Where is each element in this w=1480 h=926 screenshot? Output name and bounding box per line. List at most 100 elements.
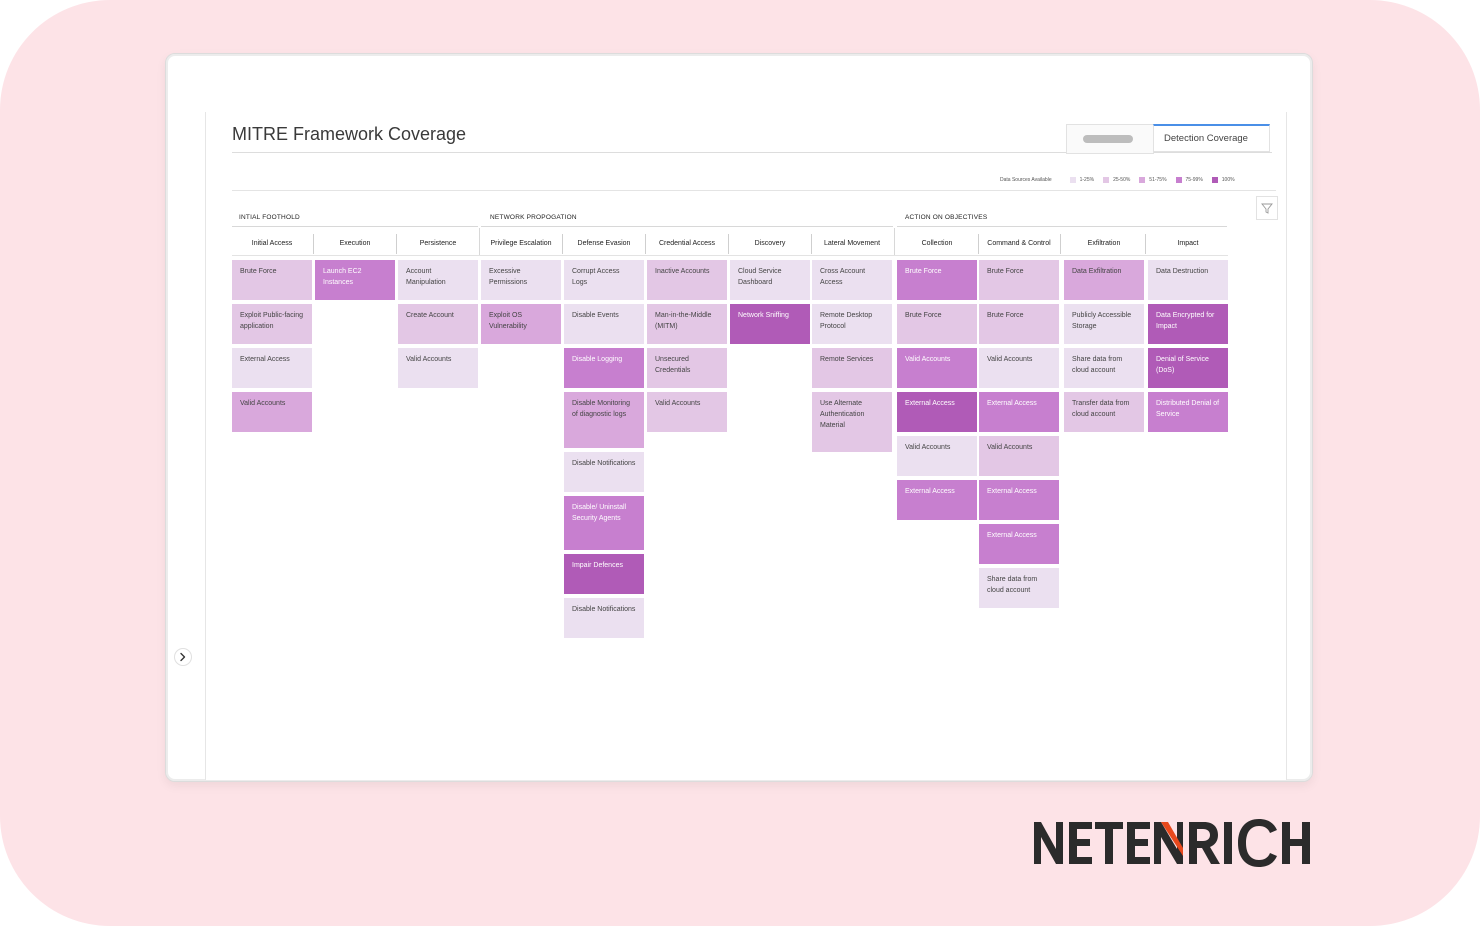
technique-cell[interactable]: Brute Force xyxy=(897,304,977,344)
column-divider xyxy=(1145,234,1146,254)
legend-swatch xyxy=(1211,177,1218,183)
column-header-rule xyxy=(232,255,1228,256)
technique-cell[interactable]: Valid Accounts xyxy=(647,392,727,432)
tab-redacted[interactable] xyxy=(1066,124,1154,154)
technique-cell[interactable]: Brute Force xyxy=(979,260,1059,300)
technique-cell[interactable]: Share data from cloud account xyxy=(1064,348,1144,388)
legend-item: 75-99% xyxy=(1175,177,1203,183)
column-divider xyxy=(1060,234,1061,254)
technique-cell[interactable]: Man-in-the-Middle (MITM) xyxy=(647,304,727,344)
legend-item: 51-75% xyxy=(1139,177,1167,183)
technique-cell[interactable]: Data Exfiltration xyxy=(1064,260,1144,300)
technique-cell[interactable]: Disable Notifications xyxy=(564,598,644,638)
technique-cell[interactable]: Excessive Permissions xyxy=(481,260,561,300)
group-rule xyxy=(481,226,893,227)
legend-item: 100% xyxy=(1211,177,1235,183)
technique-cell[interactable]: Use Alternate Authentication Material xyxy=(812,392,892,452)
group-divider xyxy=(479,228,480,256)
netenrich-logo xyxy=(1032,818,1312,873)
group-divider xyxy=(894,228,895,256)
technique-cell[interactable]: Disable Notifications xyxy=(564,452,644,492)
logo-wordmark xyxy=(1034,819,1310,867)
legend-label: 75-99% xyxy=(1185,177,1203,183)
group-label-network-propagation: NETWORK PROPOGATION xyxy=(490,214,577,221)
technique-cell[interactable]: Transfer data from cloud account xyxy=(1064,392,1144,432)
technique-cell[interactable]: Corrupt Access Logs xyxy=(564,260,644,300)
column-divider xyxy=(645,234,646,254)
technique-cell[interactable]: Data Destruction xyxy=(1148,260,1228,300)
dashboard-panel xyxy=(205,112,1287,780)
technique-cell[interactable]: Disable Logging xyxy=(564,348,644,388)
technique-cell[interactable]: Impair Defences xyxy=(564,554,644,594)
column-divider xyxy=(313,234,314,254)
technique-cell[interactable]: Brute Force xyxy=(232,260,312,300)
column-header: Initial Access xyxy=(251,240,293,247)
technique-cell[interactable]: Launch EC2 Instances xyxy=(315,260,395,300)
header-divider xyxy=(232,190,1276,191)
column-header: Defense Evasion xyxy=(577,240,631,247)
technique-cell[interactable]: Exploit OS Vulnerability xyxy=(481,304,561,344)
technique-cell[interactable]: External Access xyxy=(897,480,977,520)
technique-cell[interactable]: Share data from cloud account xyxy=(979,568,1059,608)
column-divider xyxy=(811,234,812,254)
legend-item: 1-25% xyxy=(1069,177,1095,183)
technique-cell[interactable]: Disable Monitoring of diagnostic logs xyxy=(564,392,644,448)
technique-cell[interactable]: Account Manipulation xyxy=(398,260,478,300)
technique-cell[interactable]: Disable Events xyxy=(564,304,644,344)
legend-label: 25-50% xyxy=(1113,177,1131,183)
technique-cell[interactable]: Valid Accounts xyxy=(979,348,1059,388)
column-header: Credential Access xyxy=(658,240,716,247)
tab-label-placeholder xyxy=(1083,135,1133,143)
page-title: MITRE Framework Coverage xyxy=(232,124,467,144)
technique-cell[interactable]: Publicly Accessible Storage xyxy=(1064,304,1144,344)
legend-label: 1-25% xyxy=(1079,177,1095,183)
legend-swatch xyxy=(1103,177,1110,183)
legend-title: Data Sources Available xyxy=(1000,177,1052,183)
technique-cell[interactable]: Disable/ Uninstall Security Agents xyxy=(564,496,644,550)
technique-cell[interactable]: External Access xyxy=(897,392,977,432)
technique-cell[interactable]: Valid Accounts xyxy=(232,392,312,432)
technique-cell[interactable]: Valid Accounts xyxy=(897,436,977,476)
title-divider xyxy=(232,152,1272,153)
technique-cell[interactable]: Brute Force xyxy=(979,304,1059,344)
column-header: Collection xyxy=(921,240,953,247)
technique-cell[interactable]: External Access xyxy=(232,348,312,388)
technique-cell[interactable]: Cross Account Access xyxy=(812,260,892,300)
column-divider xyxy=(978,234,979,254)
technique-cell[interactable]: External Access xyxy=(979,480,1059,520)
technique-cell[interactable]: Valid Accounts xyxy=(398,348,478,388)
technique-cell[interactable]: Distributed Denial of Service xyxy=(1148,392,1228,432)
column-header: Lateral Movement xyxy=(823,240,881,247)
technique-cell[interactable]: Network Sniffing xyxy=(730,304,810,344)
view-tabs: Detection Coverage xyxy=(1066,124,1270,154)
column-header: Impact xyxy=(1177,240,1199,247)
chevron-right-icon xyxy=(180,652,186,662)
technique-cell[interactable]: Valid Accounts xyxy=(979,436,1059,476)
technique-cell[interactable]: Data Encrypted for Impact xyxy=(1148,304,1228,344)
group-rule xyxy=(232,226,478,227)
filter-button[interactable] xyxy=(1256,196,1278,220)
filter-icon xyxy=(1261,203,1273,214)
technique-cell[interactable]: Inactive Accounts xyxy=(647,260,727,300)
group-label-action-on-objectives: ACTION ON OBJECTIVES xyxy=(905,214,988,221)
legend-item: 25-50% xyxy=(1103,177,1130,183)
group-rule xyxy=(897,226,1227,227)
technique-cell[interactable]: Denial of Service (DoS) xyxy=(1148,348,1228,388)
coverage-legend: Data Sources Available 1-25% 25-50% 51-7… xyxy=(1000,175,1244,185)
technique-cell[interactable]: Exploit Public-facing application xyxy=(232,304,312,344)
technique-cell[interactable]: External Access xyxy=(979,524,1059,564)
technique-cell[interactable]: Remote Desktop Protocol xyxy=(812,304,892,344)
technique-cell[interactable]: External Access xyxy=(979,392,1059,432)
tab-detection-coverage[interactable]: Detection Coverage xyxy=(1153,124,1270,152)
technique-cell[interactable]: Remote Services xyxy=(812,348,892,388)
column-divider xyxy=(728,234,729,254)
technique-cell[interactable]: Brute Force xyxy=(897,260,977,300)
legend-swatch xyxy=(1069,177,1076,183)
expand-sidebar-button[interactable] xyxy=(174,648,192,666)
technique-cell[interactable]: Valid Accounts xyxy=(897,348,977,388)
technique-cell[interactable]: Create Account xyxy=(398,304,478,344)
column-divider xyxy=(562,234,563,254)
technique-cell[interactable]: Cloud Service Dashboard xyxy=(730,260,810,300)
technique-cell[interactable]: Unsecured Credentials xyxy=(647,348,727,388)
column-divider xyxy=(396,234,397,254)
